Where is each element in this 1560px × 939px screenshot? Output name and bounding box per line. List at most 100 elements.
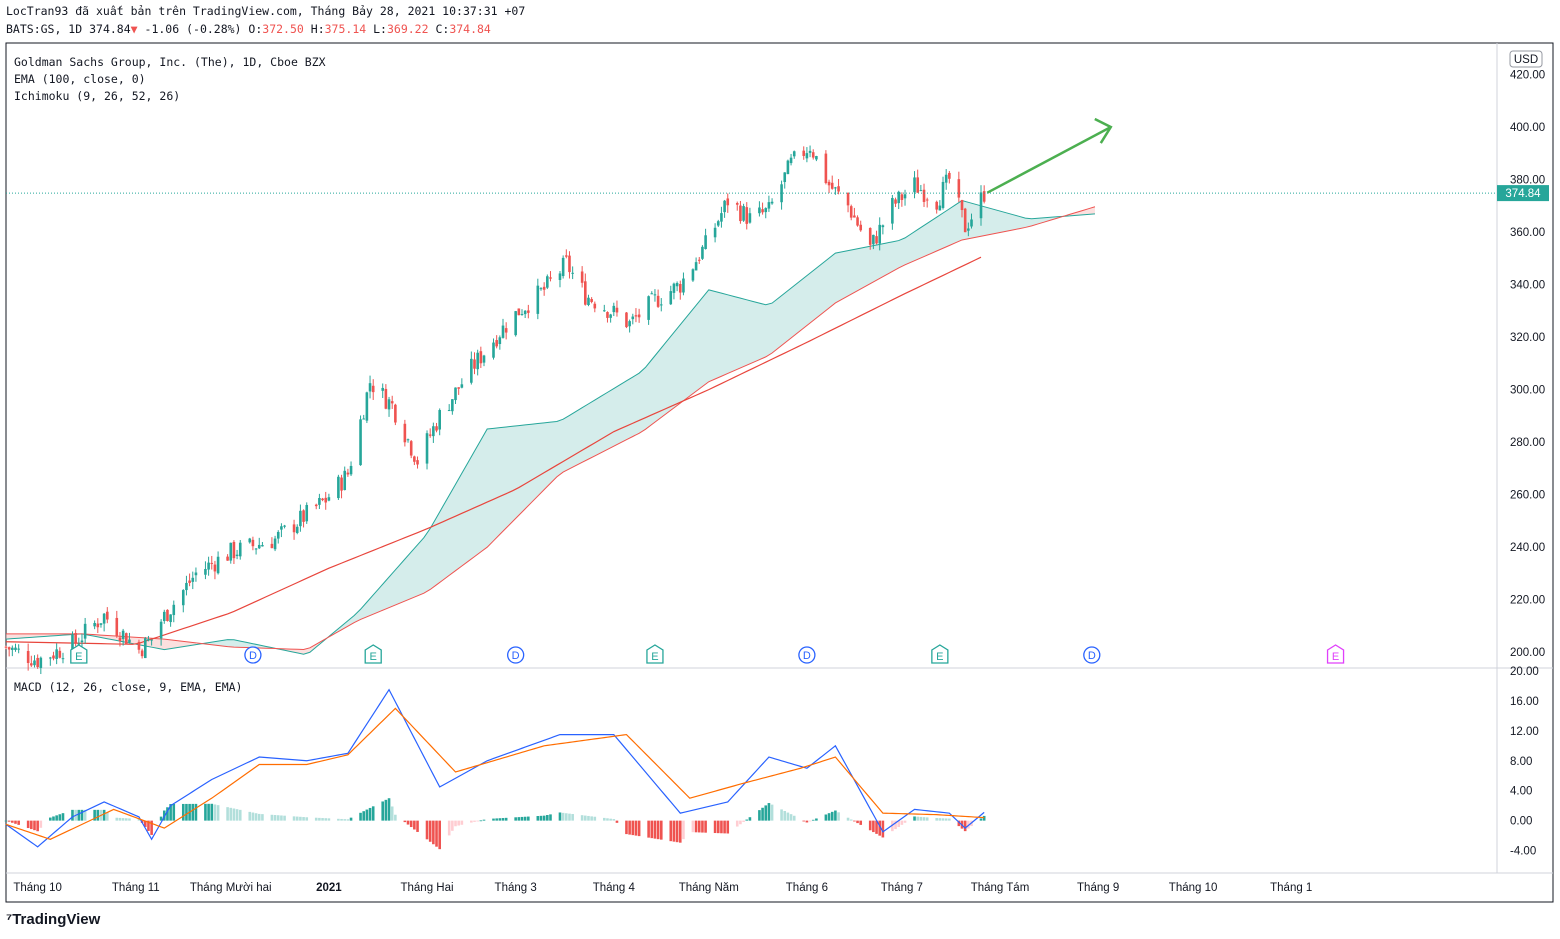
candle-body: [318, 498, 321, 505]
candle-body: [58, 650, 62, 658]
macd-tick-label: 4.00: [1510, 786, 1532, 798]
candle-body: [745, 207, 749, 224]
candle-body: [340, 477, 343, 491]
candle-body: [213, 564, 217, 572]
macd-histogram-bar: [944, 818, 948, 821]
time-tick-label: Tháng 6: [786, 882, 828, 894]
macd-histogram-bar: [647, 820, 650, 838]
macd-histogram-bar: [780, 809, 783, 821]
candle-body: [675, 283, 679, 287]
candle-body: [96, 623, 100, 628]
macd-histogram-bar: [609, 818, 612, 821]
candle-body: [128, 639, 131, 643]
macd-histogram-bar: [894, 820, 897, 830]
candle-body: [188, 580, 191, 583]
candle-body: [359, 419, 362, 466]
macd-tick-label: 16.00: [1510, 696, 1539, 708]
macd-histogram-bar: [470, 820, 473, 823]
candle-body: [235, 554, 239, 557]
macd-histogram-bar: [435, 820, 438, 847]
candle-body: [846, 192, 850, 206]
chart-frame: [5, 42, 1554, 903]
macd-histogram-bar: [432, 820, 435, 845]
macd-histogram-bar: [792, 815, 796, 821]
price-tick-label: 260.00: [1510, 490, 1545, 502]
candle-body: [872, 234, 875, 245]
macd-histogram-bar: [891, 820, 894, 832]
macd-histogram-bar: [394, 814, 397, 821]
macd-histogram-bar: [454, 820, 457, 827]
macd-histogram-bar: [770, 804, 774, 821]
macd-histogram-bar: [314, 817, 318, 821]
symbol-ohlc-line: BATS:GS, 1D 374.84▼ -1.06 (-0.28%) O:372…: [6, 22, 491, 36]
close-label: C:: [435, 22, 450, 36]
macd-histogram-bar: [270, 814, 274, 821]
signal-line: [5, 707, 985, 840]
candle-body: [181, 590, 185, 606]
candle-body: [565, 255, 568, 257]
macd-histogram-bar: [558, 812, 562, 821]
span-b-line: [6, 206, 1096, 651]
candle-body: [875, 236, 878, 244]
macd-histogram-bar: [349, 817, 353, 821]
candle-body: [824, 153, 828, 184]
macd-histogram-bar: [96, 809, 100, 821]
macd-histogram-bar: [118, 817, 122, 821]
macd-histogram-bar: [226, 807, 229, 821]
candles: [4, 145, 986, 675]
candle-body: [438, 410, 441, 430]
candle-body: [827, 181, 831, 186]
macd-histogram-bar: [14, 820, 17, 824]
macd-histogram-bar: [584, 815, 587, 821]
candle-body: [878, 224, 882, 244]
candle-body: [470, 358, 473, 383]
candle-body: [17, 648, 20, 650]
macd-histogram-bar: [656, 820, 660, 840]
macd-histogram-bar: [881, 820, 885, 838]
candle-body: [849, 206, 853, 218]
candle-body: [432, 426, 435, 437]
macd-histogram-bar: [830, 811, 834, 821]
macd-histogram-bar: [691, 820, 695, 833]
candle-body: [314, 504, 318, 507]
legend-ichimoku: Ichimoku (9, 26, 52, 26): [14, 89, 180, 103]
macd-histogram-bar: [606, 818, 609, 821]
candle-body: [305, 505, 309, 522]
macd-histogram-bar: [723, 820, 726, 834]
candle-body: [406, 439, 410, 441]
macd-pane: 20.00 16.00 12.00 8.00 4.00 0.00 -4.00: [4, 666, 1539, 858]
macd-histogram-bar: [137, 818, 141, 821]
ema100-line: [5, 256, 982, 645]
candle-body: [539, 288, 543, 290]
tradingview-logo[interactable]: ⁷TradingView: [6, 911, 100, 928]
candle-body: [748, 213, 752, 223]
macd-histogram-bar: [295, 816, 299, 821]
macd-histogram-bar: [124, 818, 128, 821]
candle-body: [593, 303, 597, 309]
candle-body: [416, 460, 419, 465]
candle-body: [371, 385, 375, 393]
macd-histogram-bar: [257, 813, 261, 821]
macd-histogram-bar: [251, 812, 255, 821]
time-tick-label: 2021: [316, 882, 342, 894]
dividend-marker-label: D: [1088, 650, 1096, 662]
macd-histogram-bar: [283, 815, 286, 821]
macd-histogram-bar: [805, 820, 809, 823]
time-tick-label: Tháng Tám: [971, 882, 1030, 894]
last-price-tag: 374.84: [6, 185, 1549, 202]
earnings-marker-label: E: [936, 651, 943, 663]
macd-histogram-bar: [368, 807, 372, 821]
macd-histogram-bar: [925, 817, 929, 821]
candle-body: [542, 286, 546, 290]
candle-body: [4, 646, 8, 648]
candle-body: [292, 524, 296, 533]
macd-histogram-bar: [948, 818, 951, 821]
candle-body: [678, 284, 682, 293]
macd-histogram-bar: [697, 820, 701, 833]
candle-body: [71, 634, 74, 660]
candle-body: [527, 310, 530, 313]
macd-histogram-bar: [204, 803, 207, 821]
currency-badge[interactable]: USD: [1509, 50, 1543, 68]
candle-body: [147, 639, 150, 641]
